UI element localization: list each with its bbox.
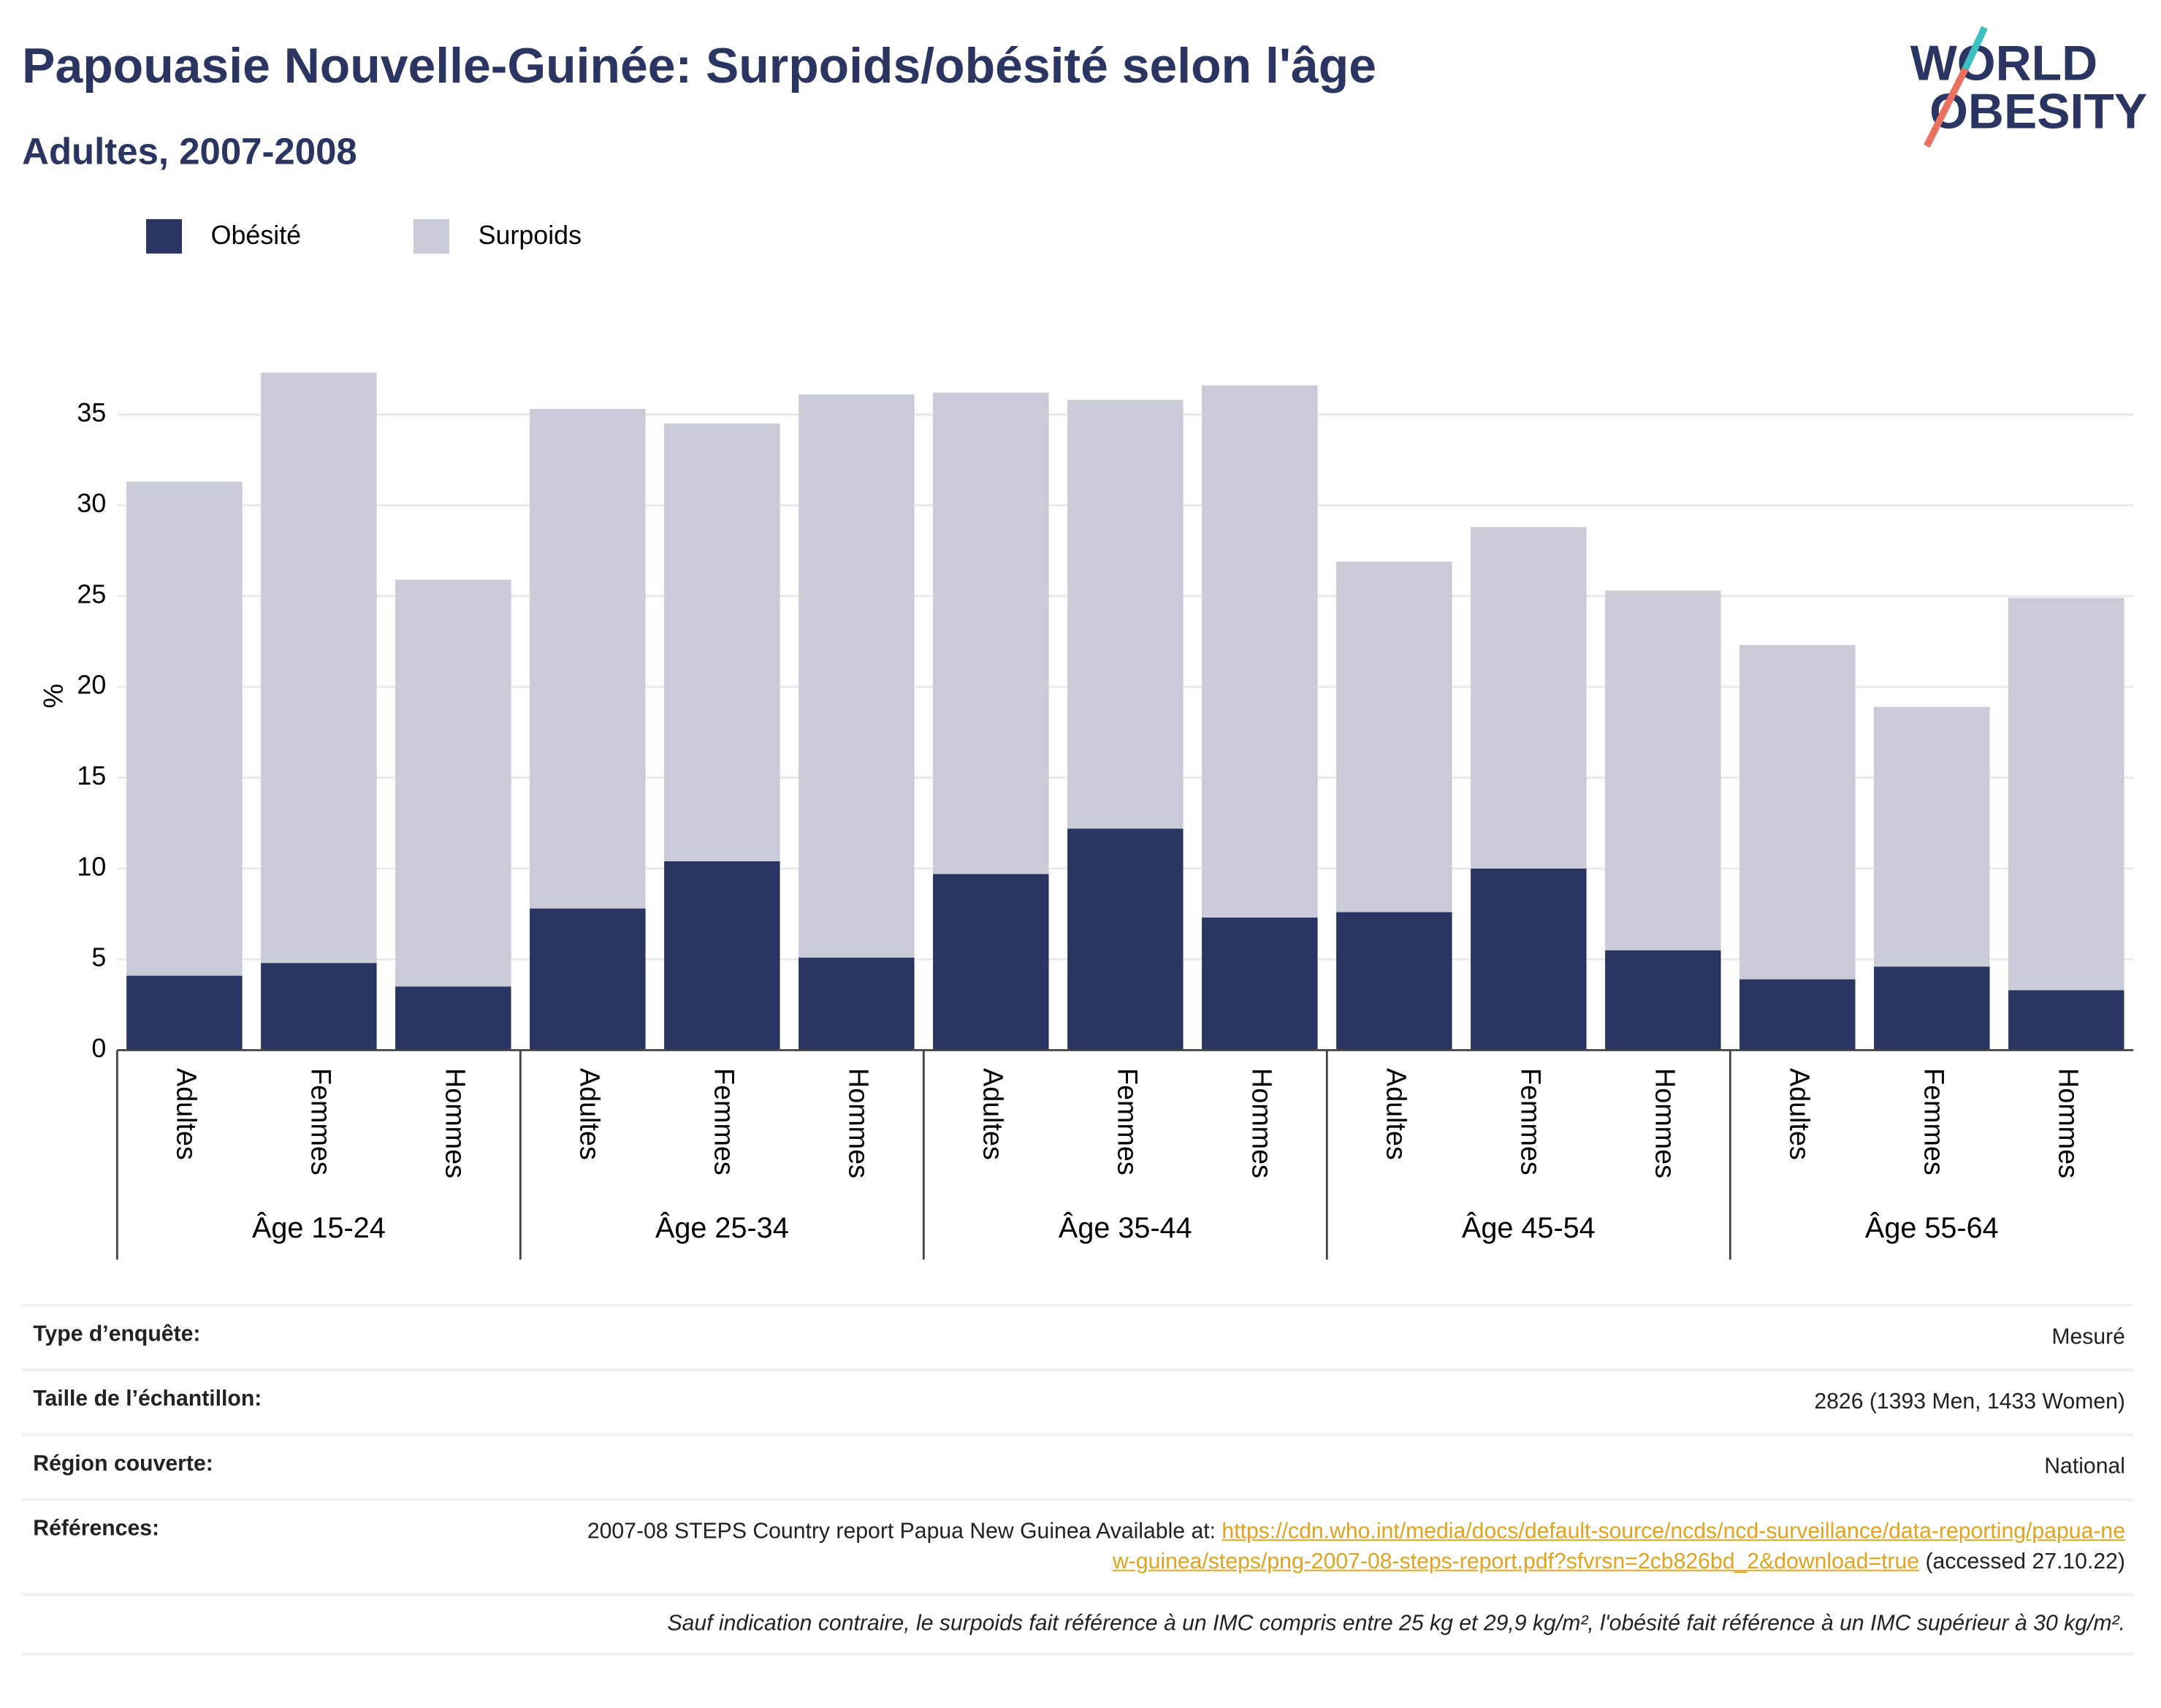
bar-segment <box>1874 706 1990 967</box>
bar-segment <box>664 861 780 1051</box>
bar-segment <box>2008 598 2124 991</box>
footnote: Sauf indication contraire, le surpoids f… <box>22 1593 2134 1655</box>
legend-swatch <box>145 218 183 254</box>
reference-text: 2007-08 STEPS Country report Papua New G… <box>587 1520 1222 1544</box>
info-key: Type d’enquête: <box>33 1323 201 1347</box>
legend-swatch <box>413 218 449 254</box>
bar-segment <box>261 963 377 1051</box>
x-tick-label: Adultes <box>574 1068 605 1160</box>
logo-text: OBESITY <box>1929 84 2147 139</box>
y-tick-label: 15 <box>77 761 106 790</box>
x-tick-label: Femmes <box>709 1068 739 1175</box>
chart-title: Papouasie Nouvelle-Guinée: Surpoids/obés… <box>22 39 1376 94</box>
reference-link[interactable]: https://cdn.who.int/media/docs/default-s… <box>1112 1520 2125 1574</box>
bar-segment <box>1471 868 1587 1051</box>
chart: Papouasie Nouvelle-Guinée: Surpoids/obés… <box>22 26 2147 1260</box>
group-label: Âge 45-54 <box>1462 1212 1596 1244</box>
bar-segment <box>530 408 646 909</box>
x-tick-label: Hommes <box>440 1068 470 1178</box>
bar-segment <box>1202 918 1318 1051</box>
group-label: Âge 15-24 <box>252 1212 386 1244</box>
info-value: 2826 (1393 Men, 1433 Women) <box>1814 1390 2125 1414</box>
y-tick-label: 10 <box>77 852 106 881</box>
y-axis-label: % <box>37 684 68 709</box>
chart-subtitle: Adultes, 2007-2008 <box>22 130 357 172</box>
y-tick-label: 20 <box>77 671 106 700</box>
info-key: Taille de l’échantillon: <box>33 1387 262 1411</box>
bar-segment <box>664 423 780 861</box>
x-tick-label: Femmes <box>1112 1068 1143 1175</box>
logo-slash <box>1962 26 1988 71</box>
reference-text: (accessed 27.10.22) <box>1919 1550 2125 1574</box>
bar-segment <box>1874 967 1990 1051</box>
x-tick-label: Adultes <box>1784 1068 1815 1160</box>
bar-segment <box>1202 385 1318 918</box>
bar-segment <box>1605 590 1721 950</box>
bar-segment <box>395 579 511 987</box>
y-tick-label: 25 <box>77 579 106 609</box>
x-tick-label: Femmes <box>1515 1068 1546 1175</box>
bar-segment <box>2008 990 2124 1051</box>
x-tick-label: Hommes <box>1246 1068 1277 1178</box>
bar-segment <box>933 392 1049 874</box>
bar-segment <box>126 975 243 1051</box>
x-tick-label: Hommes <box>1650 1068 1680 1178</box>
bar-segment <box>1471 527 1587 869</box>
y-tick-label: 0 <box>91 1034 106 1063</box>
bar-segment <box>799 394 915 958</box>
bar-segment <box>1067 828 1184 1051</box>
group-label: Âge 35-44 <box>1059 1212 1192 1244</box>
bar-segment <box>126 481 243 976</box>
info-value: 2007-08 STEPS Country report Papua New G… <box>582 1517 2125 1578</box>
info-key: Région couverte: <box>33 1452 213 1476</box>
bar-segment <box>261 373 377 964</box>
bar-segment <box>1739 645 1856 980</box>
x-tick-label: Adultes <box>1381 1068 1411 1160</box>
bar-segment <box>530 908 646 1051</box>
x-tick-label: Hommes <box>843 1068 874 1178</box>
bar-segment <box>395 986 511 1051</box>
info-row: Taille de l’échantillon: 2826 (1393 Men, … <box>22 1368 2134 1433</box>
logo-text: WORLD <box>1910 36 2097 91</box>
bar-segment <box>799 957 915 1051</box>
x-tick-label: Adultes <box>171 1068 202 1160</box>
y-tick-label: 30 <box>77 489 106 518</box>
info-row: Région couverte: National <box>22 1433 2134 1498</box>
bar-segment <box>1336 912 1452 1051</box>
info-value: Mesuré <box>2051 1325 2125 1349</box>
bar-segment <box>1739 979 1856 1051</box>
x-tick-label: Femmes <box>305 1068 336 1175</box>
bar-segment <box>1067 400 1184 829</box>
bar-segment <box>1336 561 1452 912</box>
bar-segment <box>933 874 1049 1051</box>
info-row: Type d’enquête: Mesuré <box>22 1303 2134 1369</box>
legend-label: Obésité <box>211 221 301 250</box>
info-table: Type d’enquête: Mesuré Taille de l’échanti… <box>22 1303 2134 1655</box>
x-tick-label: Adultes <box>977 1068 1008 1160</box>
x-tick-label: Femmes <box>1918 1068 1949 1175</box>
info-row: Références: 2007-08 STEPS Country report … <box>22 1498 2134 1593</box>
logo-slash <box>1924 67 1969 148</box>
bar-segment <box>1605 950 1721 1051</box>
group-label: Âge 25-34 <box>655 1212 789 1244</box>
legend-label: Surpoids <box>479 221 582 250</box>
y-tick-label: 5 <box>91 943 106 972</box>
group-label: Âge 55-64 <box>1865 1212 1999 1244</box>
x-tick-label: Hommes <box>2053 1068 2084 1178</box>
info-key: Références: <box>33 1517 160 1541</box>
info-value: National <box>2044 1455 2125 1479</box>
y-tick-label: 35 <box>77 398 106 427</box>
